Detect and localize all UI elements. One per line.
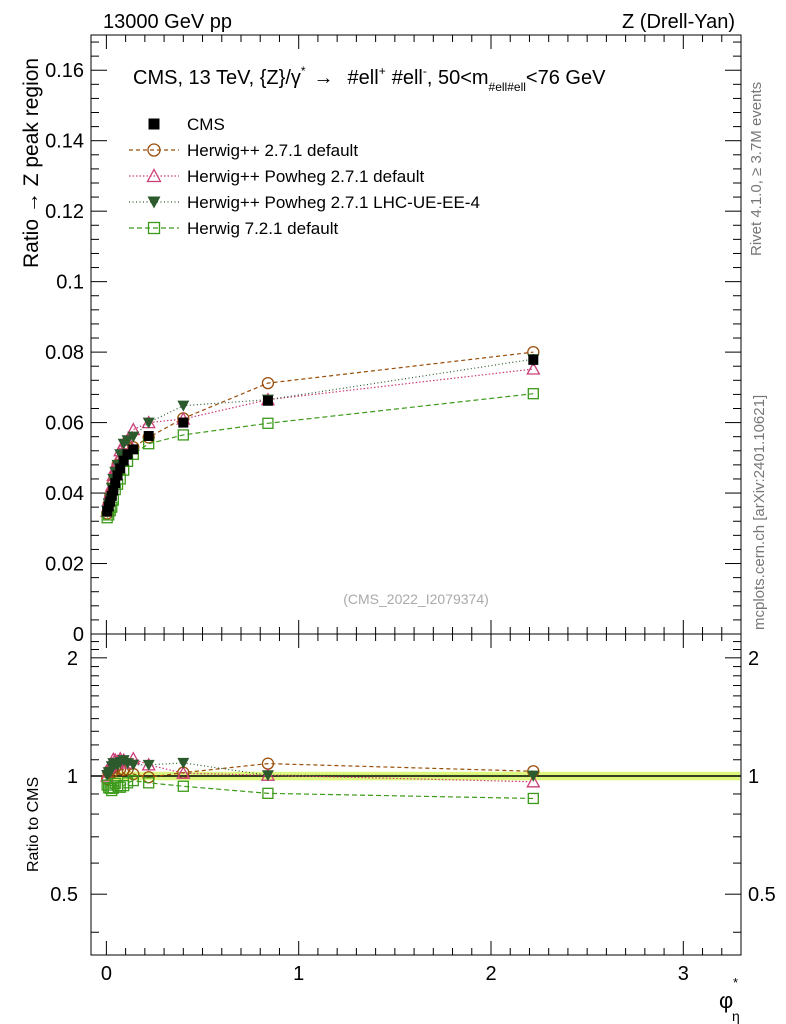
y-tick-label: 0.16 [45, 60, 84, 82]
data-point [262, 395, 273, 406]
data-point [528, 354, 539, 365]
x-axis-label: φ [719, 988, 733, 1013]
y-tick-label: 0.06 [45, 413, 84, 435]
x-tick-label: 2 [485, 963, 496, 985]
series-powheg_ue [101, 354, 540, 517]
ratio-point [177, 757, 190, 769]
rivet-label: Rivet 4.1.0, ≥ 3.7M events [748, 82, 765, 256]
ratio-point [176, 765, 191, 779]
ratio-tick-label-left: 0.5 [50, 884, 78, 906]
ratio-tick-label-right: 2 [748, 648, 759, 670]
header-left: 13000 GeV pp [103, 11, 232, 33]
legend-marker [147, 143, 161, 157]
legend-marker [148, 118, 160, 130]
legend-item-cms: CMS [148, 115, 225, 134]
legend-item-powheg_ue: Herwig++ Powheg 2.7.1 LHC-UE-EE-4 [129, 193, 480, 212]
ratio-axis-label: Ratio to CMS [25, 777, 42, 872]
ratio-series-powheg_ue [101, 755, 540, 782]
y-tick-label: 0.1 [56, 272, 84, 294]
data-point [122, 449, 133, 460]
series-herwig7 [101, 388, 539, 524]
ratio-tick-label-left: 1 [67, 766, 78, 788]
ratio-point [527, 770, 540, 782]
y-tick-label: 0.02 [45, 554, 84, 576]
data-point [127, 431, 140, 443]
ratio-point [526, 774, 541, 788]
data-point [106, 490, 117, 501]
data-point [112, 470, 123, 481]
ratio-point [127, 774, 139, 787]
legend-marker [146, 168, 162, 183]
ratio-point [261, 770, 274, 782]
series-herwigpp [101, 345, 540, 520]
data-point [261, 376, 275, 390]
legend-label: Herwig++ Powheg 2.7.1 LHC-UE-EE-4 [187, 193, 480, 212]
ratio-point [104, 766, 117, 778]
legend-label: CMS [187, 115, 225, 134]
data-point [108, 485, 119, 496]
x-axis-label-sup: * [733, 975, 738, 990]
ratio-line-herwig7 [106, 780, 534, 800]
ratio-point [121, 777, 134, 789]
x-axis-label-sub: η [732, 1008, 740, 1024]
data-point [128, 444, 139, 455]
legend-item-powheg: Herwig++ Powheg 2.7.1 default [129, 167, 424, 186]
data-point [110, 478, 121, 489]
legend-marker [147, 196, 161, 209]
ratio-point [142, 759, 155, 771]
ratio-series-herwig7 [101, 774, 539, 805]
legend-label: Herwig++ 2.7.1 default [187, 141, 358, 160]
ratio-tick-label-left: 2 [67, 648, 78, 670]
ratio-point [527, 792, 539, 805]
mcplots-label: mcplots.cern.ch [arXiv:2401.10621] [751, 395, 768, 630]
ratio-point [262, 787, 274, 799]
data-point [105, 496, 116, 507]
data-point [527, 388, 539, 400]
data-point [115, 463, 126, 474]
legend-label: Herwig++ Powheg 2.7.1 default [187, 167, 424, 186]
plot-title: CMS, 13 TeV, {Z}/γ* → #ell+ #ell-, 50<m#ell… [133, 64, 606, 94]
ratio-series-herwigpp [101, 757, 540, 786]
ratio-panel-frame [90, 633, 742, 956]
x-tick-label: 3 [678, 963, 689, 985]
y-tick-label: 0.08 [45, 342, 84, 364]
data-point [526, 361, 541, 375]
y-axis-label: Ratio → Z peak region [20, 58, 43, 268]
data-point [178, 417, 189, 428]
series-line-powheg [106, 368, 534, 512]
ratio-point [127, 759, 140, 771]
header-right: Z (Drell-Yan) [622, 11, 735, 33]
analysis-watermark: (CMS_2022_I2079374) [343, 591, 489, 607]
ratio-point [143, 777, 155, 789]
y-tick-label: 0.04 [45, 483, 84, 505]
y-tick-label: 0.12 [45, 201, 84, 223]
legend-marker [147, 221, 161, 235]
data-point [143, 430, 154, 441]
ratio-series-powheg [100, 751, 541, 788]
data-point [142, 417, 155, 429]
x-tick-label: 0 [101, 963, 112, 985]
series-line-herwigpp [106, 351, 534, 514]
legend-item-herwigpp: Herwig++ 2.7.1 default [129, 141, 358, 160]
ratio-tick-label-right: 1 [748, 766, 759, 788]
series-cms [102, 354, 539, 517]
legend-label: Herwig 7.2.1 default [187, 219, 338, 238]
y-tick-label: 0.14 [45, 131, 84, 153]
data-point [262, 417, 274, 429]
data-point [177, 400, 190, 412]
ratio-tick-label-right: 0.5 [748, 884, 776, 906]
ratio-point [177, 780, 189, 792]
data-point [177, 429, 189, 441]
data-point [118, 455, 129, 466]
legend-item-herwig7: Herwig 7.2.1 default [129, 219, 338, 238]
x-tick-label: 1 [293, 963, 304, 985]
series-line-powheg_ue [106, 358, 534, 511]
y-tick-label: 0 [73, 624, 84, 646]
data-point [121, 435, 134, 447]
